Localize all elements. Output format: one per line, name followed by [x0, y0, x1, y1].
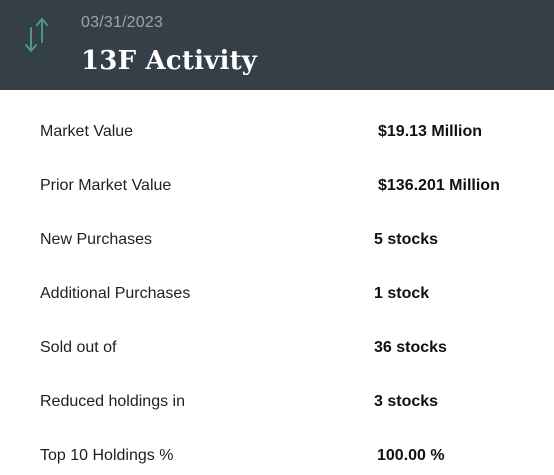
row-market-value: Market Value $19.13 Million	[0, 90, 554, 144]
up-down-arrows-icon	[24, 16, 50, 54]
row-label: Sold out of	[40, 339, 117, 356]
row-value: $19.13 Million	[378, 123, 483, 140]
row-value: 1 stock	[374, 285, 430, 302]
row-prior-market-value: Prior Market Value $136.201 Million	[0, 144, 554, 198]
row-value: 36 stocks	[374, 339, 447, 356]
row-label: Market Value	[40, 123, 134, 140]
row-additional-purchases: Additional Purchases 1 stock	[0, 252, 554, 306]
row-label: Additional Purchases	[40, 285, 191, 302]
row-value: 100.00 %	[377, 447, 445, 464]
row-label: New Purchases	[40, 231, 153, 248]
row-value: 3 stocks	[374, 393, 439, 410]
row-label: Prior Market Value	[40, 177, 172, 194]
row-value: $136.201 Million	[378, 177, 500, 194]
row-reduced-holdings: Reduced holdings in 3 stocks	[0, 360, 554, 414]
report-date: 03/31/2023	[81, 14, 164, 31]
row-value: 5 stocks	[374, 231, 439, 248]
row-label: Top 10 Holdings %	[40, 447, 174, 464]
row-sold-out-of: Sold out of 36 stocks	[0, 306, 554, 360]
row-label: Reduced holdings in	[40, 393, 185, 410]
card-header: 03/31/2023 13F Activity	[0, 0, 554, 90]
row-new-purchases: New Purchases 5 stocks	[0, 198, 554, 252]
row-top-10-holdings: Top 10 Holdings % 100.00 %	[0, 414, 554, 468]
card-title: 13F Activity	[81, 46, 258, 76]
